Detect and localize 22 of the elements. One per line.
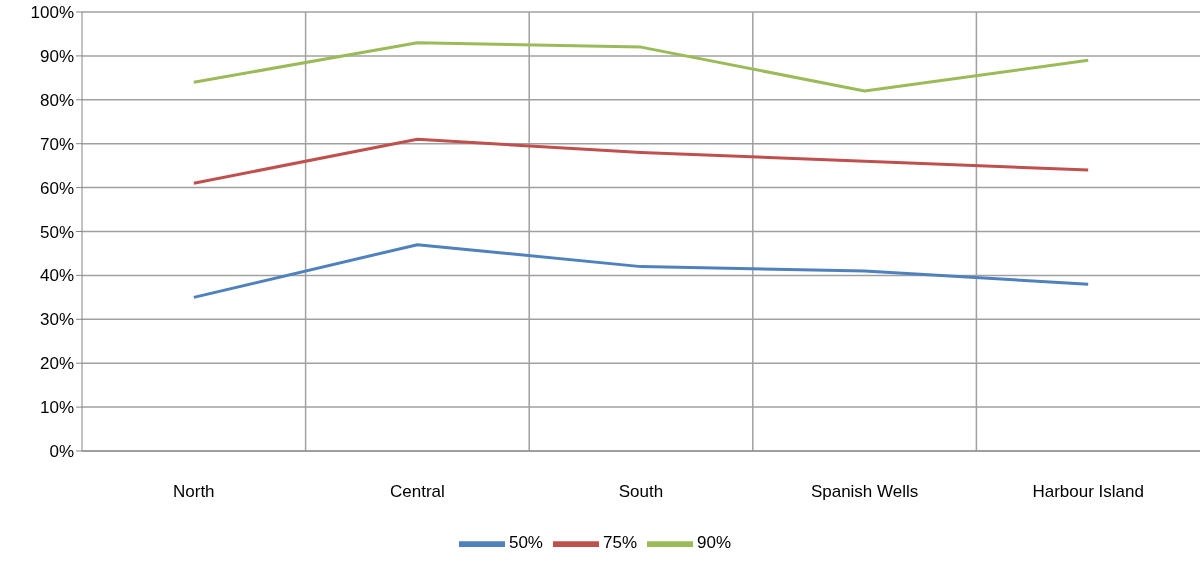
y-tick-label: 80%	[39, 90, 74, 110]
x-tick-label: Spanish Wells	[810, 482, 919, 502]
x-tick-label: Central	[389, 482, 445, 502]
x-tick-label: Harbour Island	[1032, 482, 1144, 502]
y-tick-label: 70%	[39, 134, 74, 154]
legend-label: 75%	[602, 533, 638, 553]
line-series	[192, 243, 1090, 299]
y-tick-label: 100%	[30, 3, 74, 23]
y-tick-label: 20%	[39, 354, 74, 374]
y-tick-label: 0%	[49, 442, 74, 462]
y-tick-label: 60%	[39, 178, 74, 198]
y-tick-label: 30%	[39, 310, 74, 330]
x-tick-label: North	[173, 482, 215, 502]
y-tick-label: 10%	[39, 398, 74, 418]
y-tick-label: 90%	[39, 46, 74, 66]
x-tick-label: South	[618, 482, 664, 502]
line-series	[192, 41, 1090, 93]
y-tick-label: 50%	[39, 222, 74, 242]
line-series	[192, 137, 1090, 185]
legend-label: 90%	[697, 533, 732, 553]
y-tick-label: 40%	[39, 266, 74, 286]
legend-label: 50%	[508, 533, 543, 553]
